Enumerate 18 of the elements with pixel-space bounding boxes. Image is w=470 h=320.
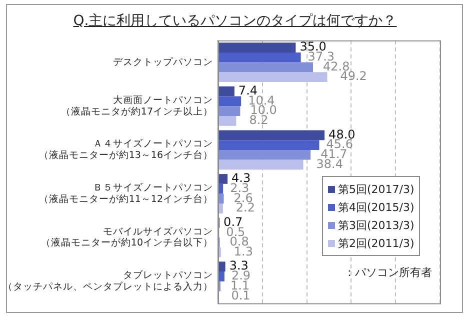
legend-label: 第5回(2017/3) xyxy=(338,182,414,196)
y-tick-label: Ａ４サイズノートパソコン（液晶モニターが約13～16インチ台） xyxy=(38,138,213,162)
legend-label: 第3回(2013/3) xyxy=(338,218,414,232)
y-tick-label: 大画面ノートパソコン（液晶モニタが約17インチ以上） xyxy=(60,94,213,118)
y-tick-label: デスクトップパソコン xyxy=(113,56,213,68)
data-label: 8.2 xyxy=(249,113,268,128)
legend-label: 第2回(2011/3) xyxy=(338,236,414,250)
legend-label: 第4回(2015/3) xyxy=(338,200,414,214)
data-label: 38.4 xyxy=(316,156,343,171)
data-label: 0.1 xyxy=(231,288,250,302)
chart-title: Q.主に利用しているパソコンのタイプは何ですか？ xyxy=(73,13,397,29)
data-label: 49.2 xyxy=(340,69,367,84)
y-tick-label: モバイルサイズパソコン（液晶モニターが約10インチ台以下） xyxy=(40,225,213,249)
y-tick-label: タブレットパソコン（タッチパネル、ペンタブレットによる入力） xyxy=(3,269,213,293)
data-label: 2.2 xyxy=(236,200,255,215)
annotation: ：パソコン所有者 xyxy=(344,265,432,280)
data-label: 1.3 xyxy=(234,244,253,258)
y-tick-label: Ｂ５サイズノートパソコン（液晶モニターが約11～12インチ台） xyxy=(38,182,213,205)
